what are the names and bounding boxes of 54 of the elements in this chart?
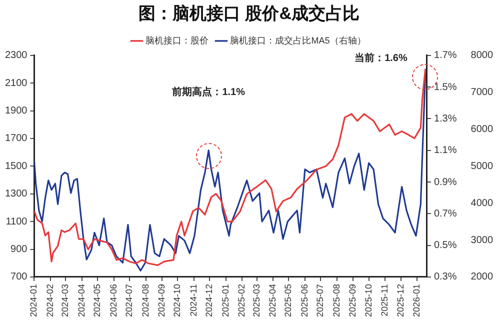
x-tick-label: 2024-09 [156,284,166,317]
x-tick-label: 2025-06 [299,284,310,317]
x-tick-label: 2024-11 [188,284,198,316]
y3-tick-label: 2000 [470,272,494,283]
y2-tick-label: 1.1% [434,145,457,156]
y-tick-label: 2100 [4,78,28,89]
annotation: 前期高点：1.1% [171,86,246,98]
y2-tick-label: 1.7% [434,50,457,62]
chart-title: 图：脑机接口 股价&成交占比 [138,4,360,23]
y2-tick-label: 0.7% [434,208,457,220]
x-tick-label: 2025-01 [220,284,230,317]
y2-tick-label: 0.9% [434,176,457,188]
y2-tick-label: 1.5% [434,82,457,93]
x-tick-label: 2024-12 [204,284,214,317]
x-tick-label: 2025-10 [363,284,374,317]
legend-label: 脑机接口：成交占比MA5（右轴） [230,35,366,46]
x-tick-label: 2025-07 [315,284,326,317]
y-tick-label: 1900 [4,106,28,117]
y-tick-label: 2300 [4,50,28,62]
x-tick-label: 2025-12 [395,284,406,317]
x-tick-label: 2024-04 [76,284,86,317]
y-tick-label: 1700 [4,133,28,144]
x-tick-label: 2025-08 [331,284,342,317]
y2-tick-label: 0.5% [434,240,457,252]
y2-tick-label: 1.3% [434,113,457,124]
x-tick-label: 2025-05 [283,284,294,317]
y2-tick-label: 0.3% [434,272,457,283]
annotation: 当前：1.6% [354,52,408,64]
x-tick-label: 2024-06 [108,284,118,317]
x-tick-label: 2024-03 [60,284,70,317]
y3-tick-label: 3000 [470,234,494,246]
x-tick-label: 2025-02 [236,284,247,317]
y-tick-label: 1500 [4,160,28,172]
y3-tick-label: 4000 [470,198,494,209]
x-tick-label: 2024-02 [44,284,55,317]
x-tick-label: 2024-07 [124,284,134,317]
y3-tick-label: 5000 [470,160,494,172]
y3-tick-label: 8000 [470,50,494,62]
y-tick-label: 900 [10,244,28,256]
x-tick-label: 2024-01 [28,284,39,317]
y-tick-label: 1100 [6,216,28,228]
y3-tick-label: 6000 [470,124,494,136]
x-tick-label: 2024-10 [172,284,182,317]
x-tick-label: 2024-05 [92,284,102,317]
x-tick-label: 2025-03 [251,284,262,317]
y-tick-label: 700 [10,272,28,283]
x-tick-label: 2026-01 [411,284,422,317]
x-tick-label: 2025-09 [348,284,358,317]
y-tick-label: 1300 [4,188,28,200]
y3-tick-label: 7000 [470,87,494,98]
x-tick-label: 2024-08 [140,284,150,317]
x-tick-label: 2025-04 [268,284,278,317]
x-tick-label: 2025-11 [380,284,390,316]
legend-label: 脑机接口：股价 [146,35,209,46]
